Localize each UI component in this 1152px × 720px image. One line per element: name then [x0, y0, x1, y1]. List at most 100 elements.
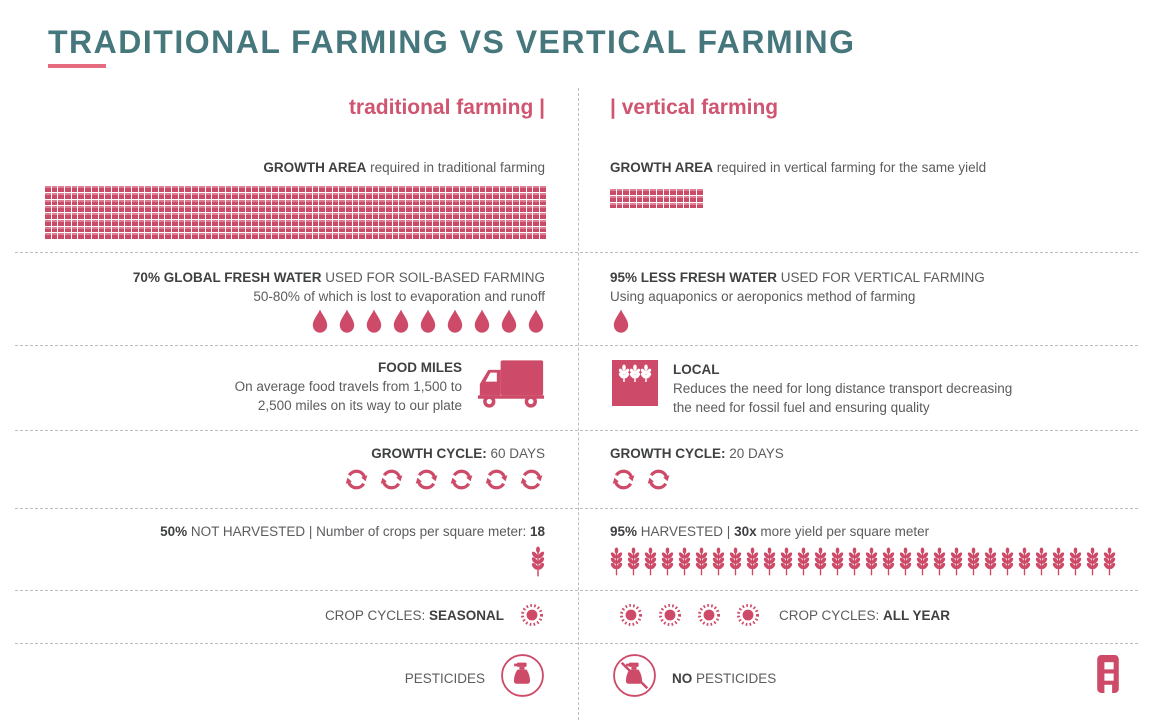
crop-cycles-label-left: CROP CYCLES:: [324, 607, 429, 623]
wheat-icon: [950, 543, 963, 585]
harvest-mid-left: NOT HARVESTED | Number of crops per squa…: [187, 524, 530, 539]
growth-area-rest-right: required in vertical farming for the sam…: [713, 160, 987, 175]
water-bold-left: 70% GLOBAL FRESH WATER: [132, 270, 322, 285]
wheat-icon: [1069, 543, 1082, 585]
growth-cycle-caption-right: GROWTH CYCLE: 20 DAYS: [610, 444, 784, 463]
harvest-bold1-left: 50%: [160, 524, 188, 539]
wheat-icon: [1035, 543, 1048, 585]
growth-area-caption-right: GROWTH AREA required in vertical farming…: [610, 158, 986, 177]
pesticides-label: PESTICIDES: [404, 670, 485, 686]
row-divider: [15, 345, 1138, 346]
wheat-icon: [933, 543, 946, 585]
local-crops-icon: [612, 360, 658, 411]
wheat-icon-left: [531, 543, 545, 585]
water-drop-icon: [612, 307, 630, 340]
wheat-icon: [1001, 543, 1014, 585]
wheat-icon: [882, 543, 895, 585]
wheat-icon: [1052, 543, 1065, 585]
header-traditional-farming: traditional farming |: [348, 96, 545, 119]
harvest-bold1-right: 95%: [610, 524, 638, 539]
crop-cycles-right: CROP CYCLES: ALL YEAR: [618, 602, 950, 628]
local-caption: LOCAL Reduces the need for long distance…: [673, 360, 1012, 417]
local-line2: the need for fossil fuel and ensuring qu…: [673, 400, 930, 415]
harvest-rest-right: more yield per square meter: [756, 524, 930, 539]
row-divider: [15, 252, 1138, 253]
wheat-icon: [848, 543, 861, 585]
column-divider: [578, 88, 579, 720]
growth-cycle-rest-right: 20 DAYS: [725, 446, 784, 461]
crop-cycles-left: CROP CYCLES: SEASONAL: [325, 602, 545, 628]
crop-cycles-bold-left: SEASONAL: [428, 607, 504, 623]
harvest-caption-left: 50% NOT HARVESTED | Number of crops per …: [160, 522, 545, 541]
wheat-icon: [1103, 543, 1116, 585]
wheat-icon: [899, 543, 912, 585]
crop-cycles-caption-left: CROP CYCLES: SEASONAL: [325, 606, 504, 625]
page-title: TRADITIONAL FARMING VS VERTICAL FARMING: [48, 24, 856, 60]
water-drop-row-right: [612, 307, 630, 340]
water-line2-right: Using aquaponics or aeroponics method of…: [610, 289, 916, 304]
food-miles-line2: 2,500 miles on its way to our plate: [257, 398, 462, 413]
cycle-icon-row-left: [343, 466, 545, 498]
wheat-icon: [916, 543, 929, 585]
header-vertical-farming: | vertical farming: [610, 96, 779, 119]
row-divider: [15, 643, 1138, 644]
wheat-icon: [661, 543, 674, 585]
water-drop-icon: [527, 307, 545, 340]
growth-area-caption-left: GROWTH AREA required in traditional farm…: [263, 158, 545, 177]
sun-icon-row-left: [519, 602, 545, 628]
cycle-icon: [448, 466, 475, 498]
harvest-bold2-right: 30x: [734, 524, 757, 539]
growth-cycle-bold-left: GROWTH CYCLE:: [371, 446, 487, 461]
growth-area-rest-left: required in traditional farming: [366, 160, 545, 175]
wheat-icon: [780, 543, 793, 585]
water-drop-icon: [365, 307, 383, 340]
wheat-icon: [695, 543, 708, 585]
cycle-icon: [378, 466, 405, 498]
wheat-icon: [610, 543, 623, 585]
water-drop-row-left: [311, 307, 545, 340]
sun-icon-row-right: [618, 602, 761, 628]
no-pesticides-rest: PESTICIDES: [692, 670, 777, 686]
growth-area-bold-right: GROWTH AREA: [610, 160, 713, 175]
wheat-icon: [814, 543, 827, 585]
water-drop-icon: [392, 307, 410, 340]
wheat-icon: [797, 543, 810, 585]
local-title: LOCAL: [673, 362, 720, 377]
food-miles-line1: On average food travels from 1,500 to: [234, 379, 462, 394]
row-divider: [15, 590, 1138, 591]
growth-cycle-rest-left: 60 DAYS: [486, 446, 545, 461]
food-miles-caption: FOOD MILES On average food travels from …: [235, 358, 462, 415]
wheat-icon: [1086, 543, 1099, 585]
water-rest-left: USED FOR SOIL-BASED FARMING: [321, 270, 545, 285]
ladder-logo-icon: [1097, 655, 1119, 698]
harvest-bold2-left: 18: [529, 524, 545, 539]
wheat-icon: [678, 543, 691, 585]
crop-cycles-caption-right: CROP CYCLES: ALL YEAR: [779, 606, 950, 625]
cycle-icon: [483, 466, 510, 498]
wheat-icon: [712, 543, 725, 585]
cycle-icon: [645, 466, 672, 498]
water-caption-right: 95% LESS FRESH WATER USED FOR VERTICAL F…: [610, 268, 985, 306]
water-drop-icon: [500, 307, 518, 340]
food-miles-title: FOOD MILES: [378, 360, 462, 375]
water-line1-right: 95% LESS FRESH WATER USED FOR VERTICAL F…: [610, 268, 985, 287]
water-drop-icon: [446, 307, 464, 340]
wheat-icon: [831, 543, 844, 585]
pesticides-right: NO PESTICIDES: [612, 653, 776, 703]
crop-cycles-bold-right: ALL YEAR: [883, 607, 951, 623]
no-pesticide-icon: [612, 653, 657, 703]
growth-cycle-caption-left: GROWTH CYCLE: 60 DAYS: [371, 444, 545, 463]
title-underline: [48, 64, 106, 68]
wheat-icon: [865, 543, 878, 585]
cycle-icon-row-right: [610, 466, 672, 498]
wheat-icon: [1018, 543, 1031, 585]
growth-area-grid-vertical: [610, 189, 705, 209]
growth-area-bold-left: GROWTH AREA: [263, 160, 367, 175]
wheat-icon: [984, 543, 997, 585]
wheat-icon: [763, 543, 776, 585]
food-miles-block: FOOD MILES On average food travels from …: [235, 358, 545, 415]
local-line1: Reduces the need for long distance trans…: [673, 381, 1013, 396]
cycle-icon: [343, 466, 370, 498]
wheat-icon: [627, 543, 640, 585]
